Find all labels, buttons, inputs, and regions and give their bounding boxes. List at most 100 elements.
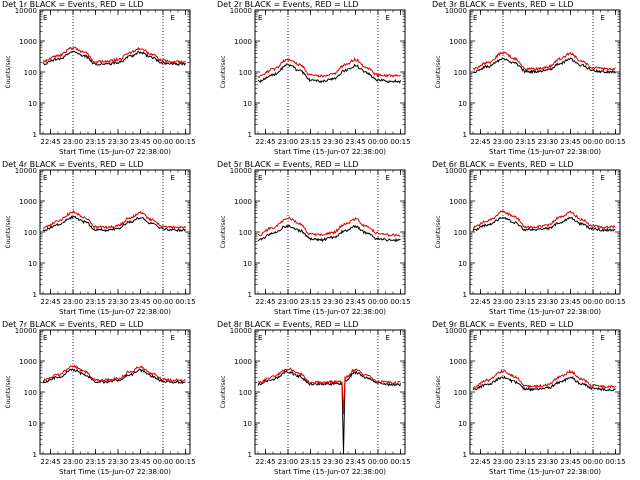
x-axis-label: Start Time (15-Jun-07 22:38:00) bbox=[489, 308, 601, 316]
y-axis-label: Counts/sec bbox=[435, 215, 442, 248]
panel-title: Det 3r BLACK = Events, RED = LLD bbox=[432, 0, 574, 9]
x-tick-label: 22:45 bbox=[470, 138, 490, 146]
panel-title: Det 1r BLACK = Events, RED = LLD bbox=[2, 0, 144, 9]
x-tick-label: 23:00 bbox=[278, 458, 298, 466]
y-tick-label: 1 bbox=[33, 451, 37, 459]
y-tick-label: 10 bbox=[243, 420, 252, 428]
y-tick-label: 100 bbox=[239, 389, 252, 397]
plot-frame bbox=[39, 9, 191, 135]
x-tick-label: 23:30 bbox=[323, 138, 343, 146]
y-axis-label: Counts/sec bbox=[5, 215, 12, 248]
panel-title: Det 6r BLACK = Events, RED = LLD bbox=[432, 160, 574, 169]
x-tick-label: 23:45 bbox=[130, 138, 150, 146]
x-tick-label: 22:45 bbox=[255, 458, 275, 466]
detector-panel-1: Det 1r BLACK = Events, RED = LLD E E 10000 1… bbox=[2, 0, 196, 156]
detector-panel-3: Det 3r BLACK = Events, RED = LLD E E 10000 1… bbox=[432, 0, 626, 156]
x-tick-label: 00:15 bbox=[390, 298, 410, 306]
panel-title: Det 8r BLACK = Events, RED = LLD bbox=[217, 320, 359, 329]
y-tick-label: 10000 bbox=[15, 7, 37, 15]
event-marker: E bbox=[258, 14, 262, 22]
y-axis-label: Counts/sec bbox=[220, 375, 227, 408]
x-tick-label: 23:15 bbox=[515, 298, 535, 306]
x-tick-label: 23:45 bbox=[130, 298, 150, 306]
y-tick-label: 1 bbox=[248, 131, 252, 139]
series-line-events bbox=[42, 215, 186, 233]
event-marker: E bbox=[601, 14, 605, 22]
x-tick-label: 23:15 bbox=[300, 298, 320, 306]
x-tick-label: 23:00 bbox=[63, 298, 83, 306]
event-marker: E bbox=[601, 174, 605, 182]
x-tick-label: 00:00 bbox=[368, 458, 388, 466]
x-tick-label: 23:00 bbox=[278, 138, 298, 146]
x-tick-label: 23:45 bbox=[560, 138, 580, 146]
x-axis-label: Start Time (15-Jun-07 22:38:00) bbox=[59, 308, 171, 316]
panel-title: Det 7r BLACK = Events, RED = LLD bbox=[2, 320, 144, 329]
panel-title: Det 2r BLACK = Events, RED = LLD bbox=[217, 0, 359, 9]
x-tick-label: 00:00 bbox=[583, 138, 603, 146]
y-tick-label: 10000 bbox=[230, 7, 252, 15]
x-tick-label: 22:45 bbox=[470, 298, 490, 306]
y-tick-label: 10 bbox=[243, 100, 252, 108]
x-tick-label: 23:45 bbox=[345, 298, 365, 306]
series-line-lld bbox=[42, 364, 186, 383]
x-tick-label: 23:00 bbox=[493, 458, 513, 466]
y-tick-label: 10 bbox=[243, 260, 252, 268]
y-tick-label: 100 bbox=[454, 69, 467, 77]
x-axis-label: Start Time (15-Jun-07 22:38:00) bbox=[59, 468, 171, 476]
y-axis-label: Counts/sec bbox=[5, 375, 12, 408]
x-tick-label: 23:30 bbox=[108, 458, 128, 466]
y-axis-label: Counts/sec bbox=[5, 55, 12, 88]
x-tick-label: 23:15 bbox=[515, 458, 535, 466]
x-tick-label: 22:45 bbox=[40, 298, 60, 306]
x-tick-label: 00:00 bbox=[153, 298, 173, 306]
x-tick-label: 23:30 bbox=[538, 138, 558, 146]
y-axis-label: Counts/sec bbox=[435, 55, 442, 88]
x-tick-label: 23:45 bbox=[560, 298, 580, 306]
event-marker: E bbox=[473, 174, 477, 182]
x-tick-label: 23:45 bbox=[345, 138, 365, 146]
y-tick-label: 1 bbox=[463, 291, 467, 299]
panel-title: Det 4r BLACK = Events, RED = LLD bbox=[2, 160, 144, 169]
x-tick-label: 23:15 bbox=[85, 458, 105, 466]
plot-frame bbox=[254, 329, 406, 455]
y-tick-label: 10 bbox=[458, 260, 467, 268]
x-tick-label: 22:45 bbox=[470, 458, 490, 466]
event-marker: E bbox=[601, 334, 605, 342]
x-tick-label: 00:00 bbox=[153, 138, 173, 146]
y-tick-label: 1000 bbox=[19, 358, 37, 366]
x-tick-label: 00:00 bbox=[583, 458, 603, 466]
y-tick-label: 100 bbox=[454, 389, 467, 397]
plot-frame bbox=[39, 169, 191, 295]
series-line-events bbox=[472, 57, 616, 75]
event-marker: E bbox=[473, 14, 477, 22]
x-tick-label: 00:15 bbox=[175, 138, 195, 146]
series-line-lld bbox=[42, 46, 186, 65]
x-tick-label: 22:45 bbox=[40, 138, 60, 146]
y-tick-label: 1 bbox=[463, 131, 467, 139]
x-tick-label: 00:15 bbox=[390, 138, 410, 146]
y-tick-label: 100 bbox=[24, 229, 37, 237]
x-tick-label: 00:00 bbox=[583, 298, 603, 306]
y-tick-label: 10000 bbox=[445, 327, 467, 335]
y-axis-label: Counts/sec bbox=[220, 55, 227, 88]
x-tick-label: 23:45 bbox=[345, 458, 365, 466]
y-tick-label: 100 bbox=[239, 69, 252, 77]
event-marker: E bbox=[386, 14, 390, 22]
y-tick-label: 10 bbox=[28, 100, 37, 108]
x-tick-label: 23:00 bbox=[493, 298, 513, 306]
y-tick-label: 1 bbox=[33, 131, 37, 139]
y-tick-label: 1 bbox=[33, 291, 37, 299]
y-axis-label: Counts/sec bbox=[220, 215, 227, 248]
series-line-events bbox=[257, 63, 401, 84]
series-line-lld bbox=[472, 368, 616, 389]
event-marker: E bbox=[43, 174, 47, 182]
x-tick-label: 23:30 bbox=[323, 298, 343, 306]
detector-panel-7: Det 7r BLACK = Events, RED = LLD E E 10000 1… bbox=[2, 320, 196, 476]
x-tick-label: 23:15 bbox=[515, 138, 535, 146]
series-line-lld bbox=[257, 367, 401, 415]
series-line-lld bbox=[472, 51, 616, 72]
plot-frame bbox=[469, 329, 621, 455]
x-tick-label: 23:00 bbox=[63, 138, 83, 146]
x-tick-label: 22:45 bbox=[40, 458, 60, 466]
